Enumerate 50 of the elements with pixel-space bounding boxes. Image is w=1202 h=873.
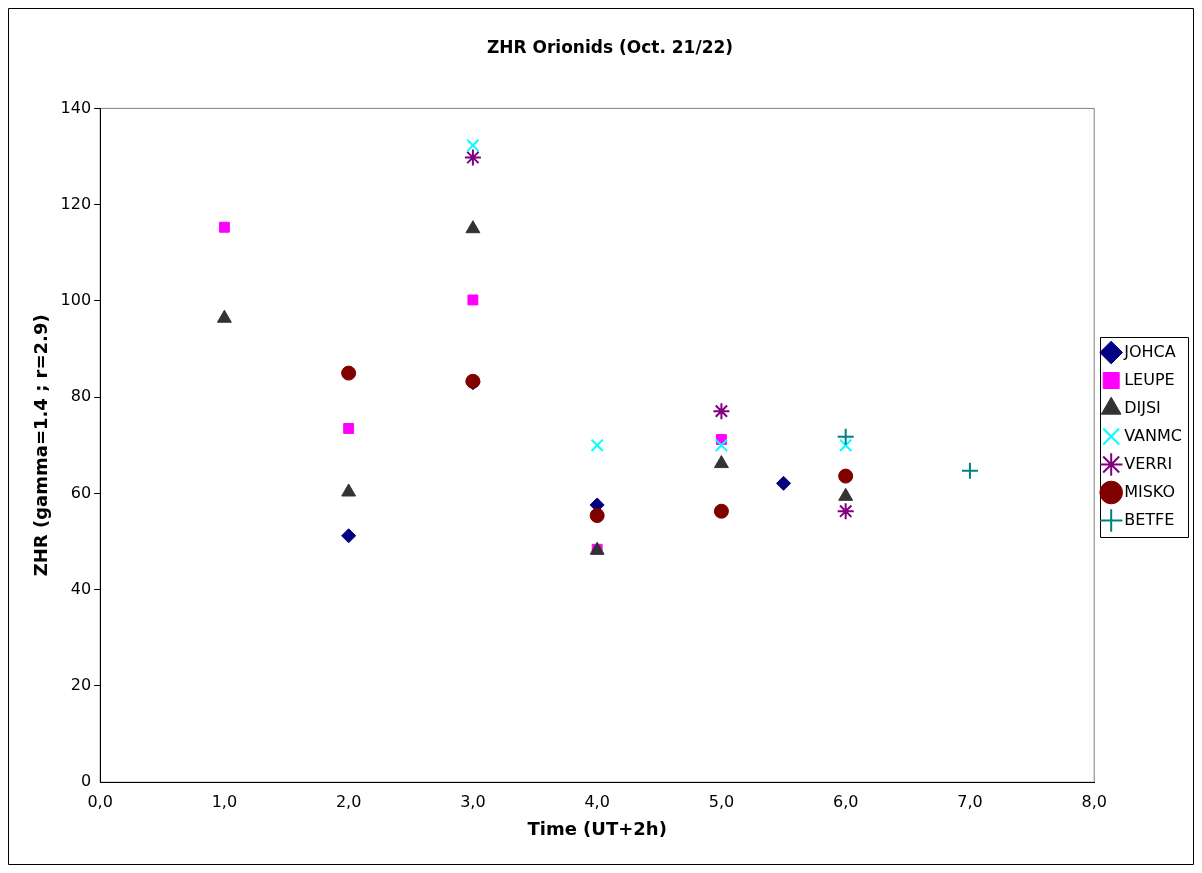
- y-tick-label: 140: [60, 97, 92, 117]
- point: [218, 221, 230, 233]
- point: [838, 487, 854, 501]
- y-tick-label: 20: [70, 675, 92, 695]
- point: [343, 423, 355, 434]
- point: [713, 455, 729, 469]
- y-tick-label: 60: [70, 482, 92, 502]
- x-tick-label: 5,0: [708, 791, 735, 811]
- legend-label: LEUPE: [1124, 369, 1175, 389]
- legend-label: VANMC: [1124, 425, 1182, 445]
- y-tick-label: 100: [60, 290, 92, 310]
- point: [216, 309, 232, 323]
- point: [836, 502, 855, 521]
- point: [960, 461, 979, 480]
- x-tick-label: 4,0: [584, 791, 610, 811]
- legend-label: BETFE: [1124, 509, 1175, 529]
- y-tick-label: 120: [60, 193, 92, 213]
- point: [467, 294, 479, 306]
- legend-label: VERRI: [1124, 453, 1173, 473]
- point: [590, 438, 604, 452]
- x-axis-title: Time (UT+2h): [527, 817, 667, 839]
- point: [836, 427, 855, 446]
- x-tick-label: 8,0: [1081, 791, 1107, 811]
- point: [463, 148, 482, 167]
- x-tick-label: 1,0: [211, 791, 238, 811]
- x-tick-label: 6,0: [832, 791, 859, 811]
- y-axis-title: ZHR (gamma=1.4 ; r=2.9): [30, 314, 52, 577]
- point: [341, 528, 357, 544]
- legend-label: DIJSI: [1124, 397, 1161, 417]
- point: [776, 475, 792, 491]
- legend-label: MISKO: [1124, 481, 1176, 501]
- y-tick-label: 80: [70, 386, 92, 406]
- point: [713, 503, 729, 519]
- y-tick-label: 40: [70, 578, 92, 598]
- point: [465, 220, 481, 234]
- y-tick-label: 0: [80, 771, 92, 791]
- x-tick-label: 3,0: [460, 791, 486, 811]
- chart-title: ZHR Orionids (Oct. 21/22): [486, 36, 734, 57]
- legend-label: JOHCA: [1123, 341, 1176, 361]
- point: [341, 365, 357, 381]
- point: [466, 138, 480, 153]
- x-tick-label: 7,0: [957, 791, 983, 811]
- point: [839, 438, 853, 452]
- point: [589, 508, 605, 524]
- x-tick-label: 0,0: [87, 791, 113, 811]
- x-tick-label: 2,0: [335, 791, 362, 811]
- point: [838, 468, 854, 484]
- point: [712, 402, 731, 421]
- point: [714, 438, 729, 452]
- point: [341, 483, 357, 497]
